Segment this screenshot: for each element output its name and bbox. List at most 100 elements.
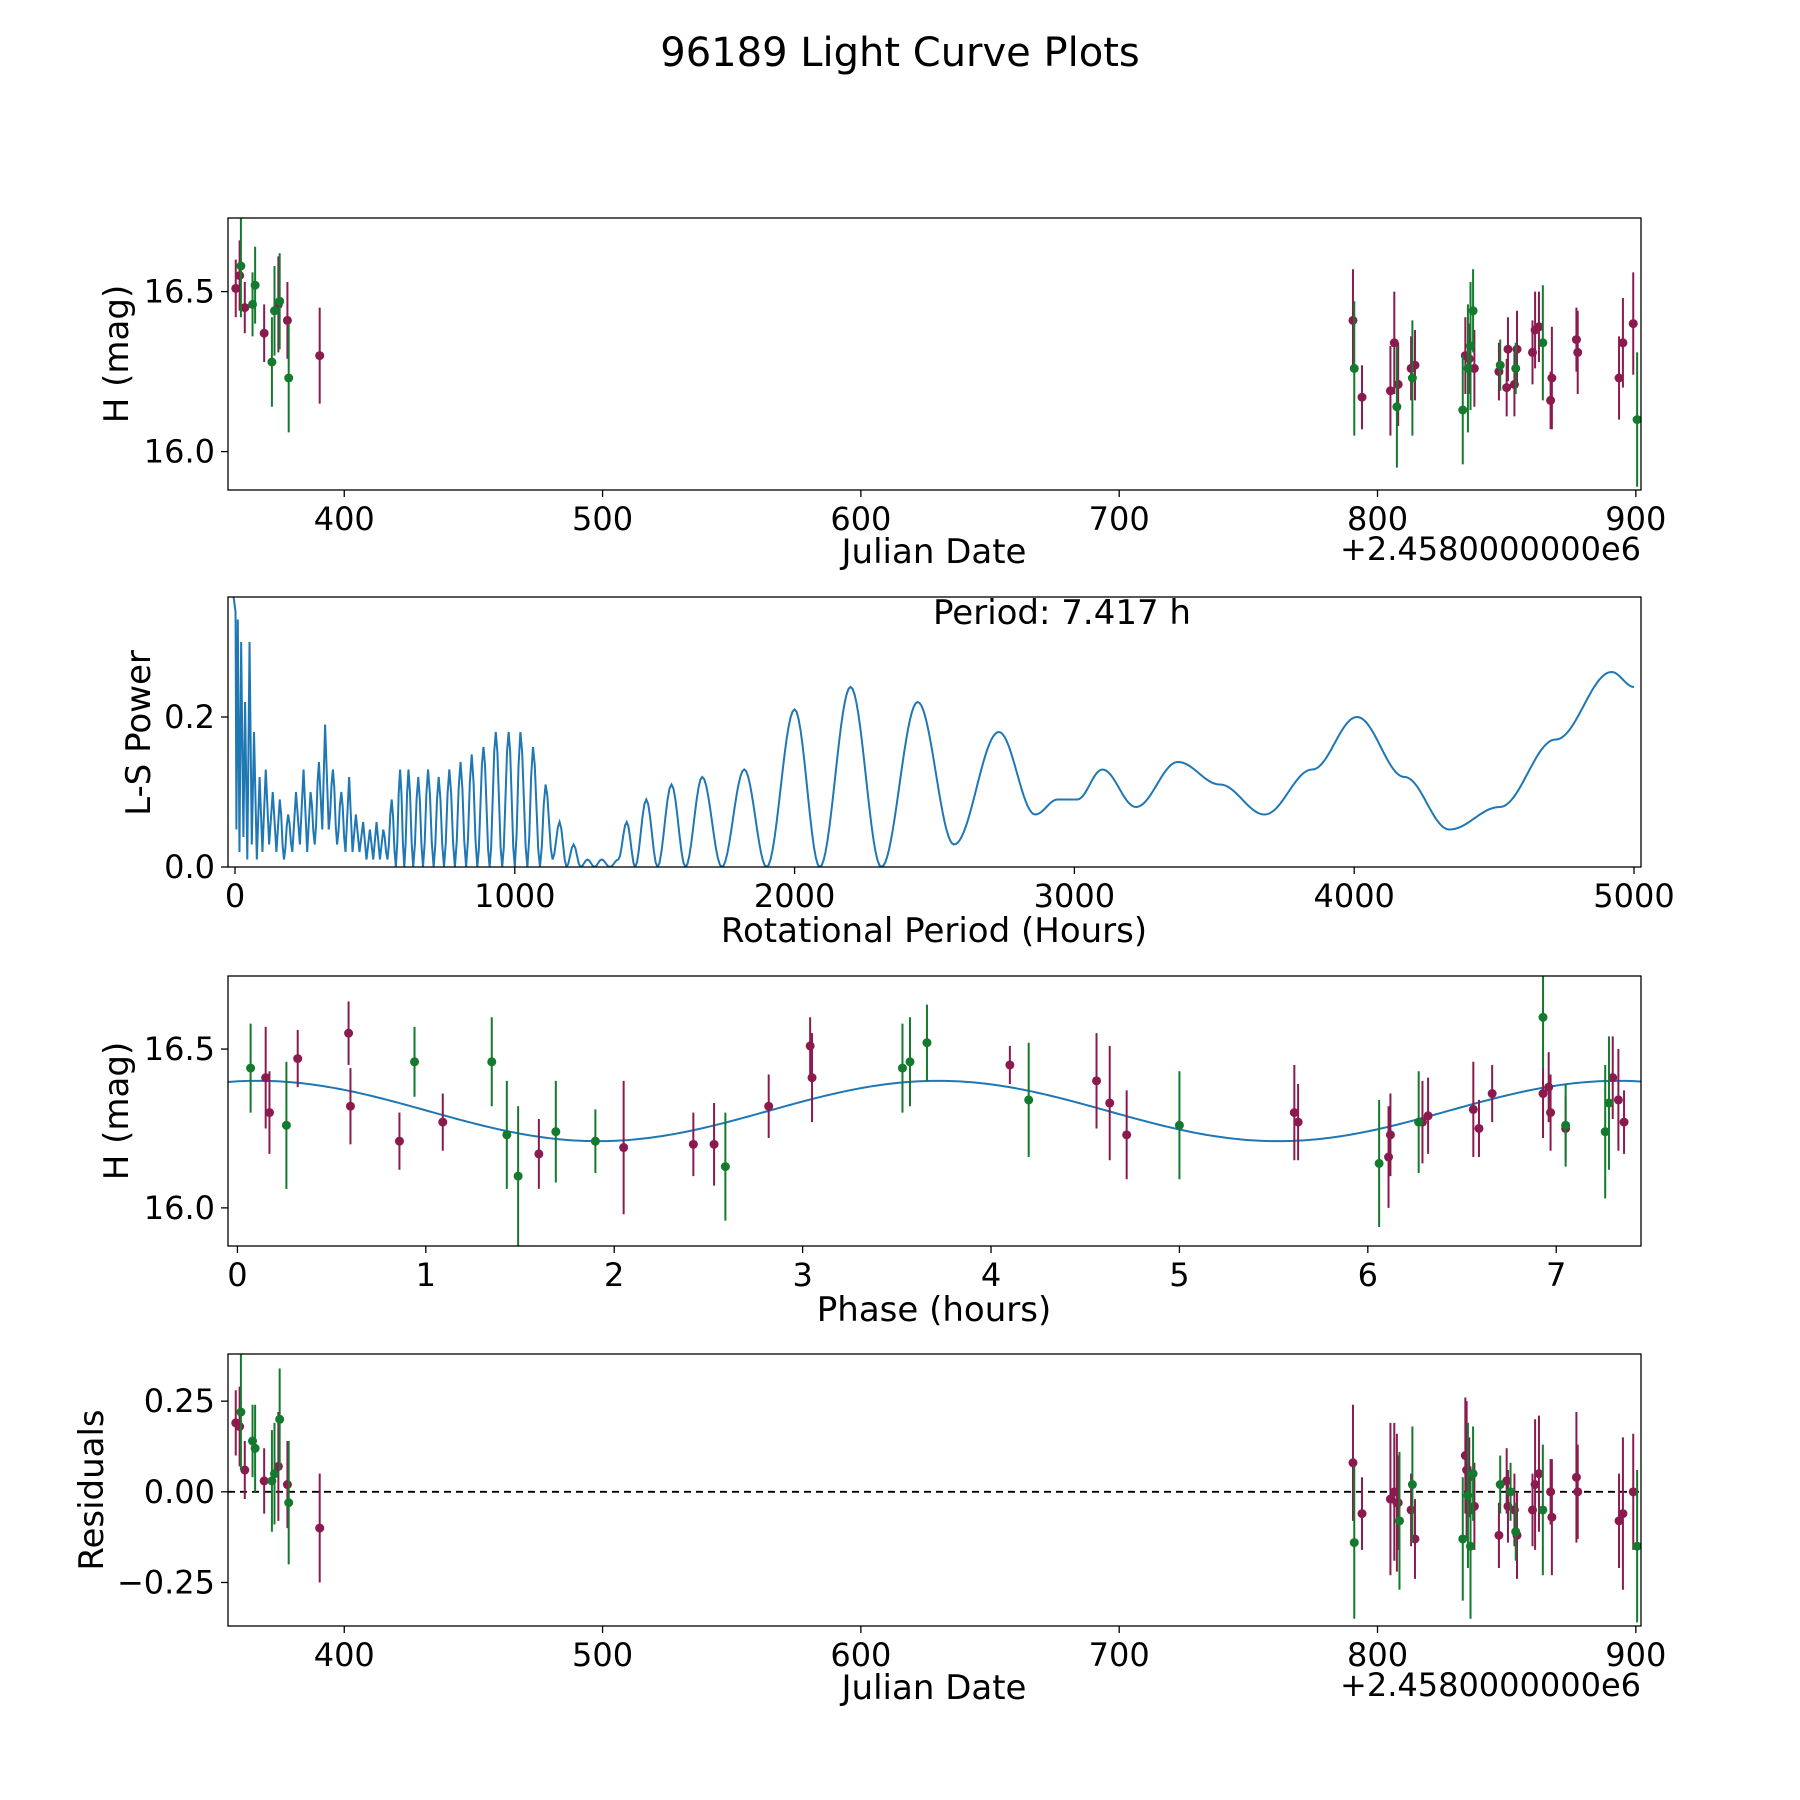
phased-point-filter-2 bbox=[487, 1057, 497, 1067]
lightcurve-x-tick-label: 600 bbox=[830, 500, 891, 538]
phased-point-filter-1 bbox=[1613, 1095, 1623, 1105]
lightcurve-point-filter-2 bbox=[250, 280, 260, 290]
phased-point-filter-1 bbox=[1544, 1082, 1554, 1092]
periodogram-x-tick-label: 5000 bbox=[1593, 877, 1674, 915]
phased-point-filter-1 bbox=[807, 1073, 817, 1083]
periodogram-ticks: 0 1000 2000 3000 4000 5000 0.0 0.2 bbox=[164, 698, 1675, 915]
residuals-point-filter-1 bbox=[1530, 1480, 1540, 1490]
phased-point-filter-2 bbox=[410, 1057, 420, 1067]
period-annotation: Period: 7.417 h bbox=[933, 593, 1191, 633]
lightcurve-point-filter-1 bbox=[1546, 395, 1556, 405]
lightcurve-point-filter-2 bbox=[1458, 405, 1468, 415]
residuals-point-filter-1 bbox=[1618, 1509, 1628, 1519]
residuals-ticks: 400 500 600 700 800 900 −0.25 0.00 0.25 bbox=[117, 1382, 1666, 1674]
phased-point-filter-1 bbox=[805, 1041, 815, 1051]
lightcurve-x-tick-label: 500 bbox=[572, 500, 633, 538]
residuals-point-filter-1 bbox=[1393, 1498, 1403, 1508]
phased-x-tick-label: 5 bbox=[1169, 1256, 1189, 1294]
residuals-point-filter-2 bbox=[1506, 1487, 1516, 1497]
panel-periodogram: 0 1000 2000 3000 4000 5000 0.0 0.2 Period: 7.41… bbox=[119, 593, 1675, 951]
phased-x-tick-label: 3 bbox=[792, 1256, 812, 1294]
residuals-point-filter-1 bbox=[1546, 1487, 1556, 1497]
periodogram-y-tick-label: 0.0 bbox=[164, 848, 215, 886]
lightcurve-y-label: H (mag) bbox=[97, 285, 137, 423]
lightcurve-point-filter-2 bbox=[1392, 402, 1402, 412]
residuals-x-tick-label: 800 bbox=[1347, 1636, 1408, 1674]
phased-point-filter-1 bbox=[1608, 1073, 1618, 1083]
phased-point-filter-2 bbox=[1604, 1098, 1614, 1108]
periodogram-y-label: L-S Power bbox=[119, 650, 159, 816]
periodogram-x-tick-label: 2000 bbox=[754, 877, 835, 915]
residuals-x-offset-label: +2.4580000000e6 bbox=[1340, 1666, 1641, 1704]
panel-phased: 0 1 2 3 4 5 6 7 16.0 16.5 Phase (hours) H (mag) bbox=[97, 975, 1642, 1330]
residuals-point-filter-2 bbox=[1349, 1538, 1359, 1548]
lightcurve-point-filter-1 bbox=[1614, 373, 1624, 383]
lightcurve-x-tick-label: 900 bbox=[1605, 500, 1666, 538]
phased-point-filter-1 bbox=[1384, 1152, 1394, 1162]
lightcurve-point-filter-2 bbox=[284, 373, 294, 383]
phased-point-filter-2 bbox=[897, 1063, 907, 1073]
phased-point-filter-1 bbox=[1546, 1108, 1556, 1118]
phased-point-filter-1 bbox=[1005, 1060, 1015, 1070]
residuals-point-filter-2 bbox=[1511, 1527, 1521, 1537]
residuals-point-filter-2 bbox=[269, 1469, 279, 1479]
residuals-point-filter-2 bbox=[1466, 1541, 1476, 1551]
phased-point-filter-1 bbox=[438, 1117, 448, 1127]
residuals-point-filter-1 bbox=[235, 1422, 245, 1432]
lightcurve-point-filter-1 bbox=[282, 315, 292, 325]
phased-point-filter-1 bbox=[1385, 1130, 1395, 1140]
phased-point-filter-2 bbox=[1600, 1127, 1610, 1137]
phased-point-filter-1 bbox=[1423, 1111, 1433, 1121]
phased-point-filter-2 bbox=[720, 1162, 730, 1172]
phased-point-filter-1 bbox=[1293, 1117, 1303, 1127]
lightcurve-point-filter-1 bbox=[1357, 392, 1367, 402]
residuals-point-filter-1 bbox=[1494, 1530, 1504, 1540]
phased-point-filter-1 bbox=[688, 1139, 698, 1149]
residuals-point-filter-1 bbox=[282, 1480, 292, 1490]
phased-point-filter-1 bbox=[1105, 1098, 1115, 1108]
lightcurve-point-filter-1 bbox=[235, 271, 245, 281]
residuals-point-filter-2 bbox=[275, 1414, 285, 1424]
lightcurve-x-offset-label: +2.4580000000e6 bbox=[1340, 530, 1641, 568]
lightcurve-y-tick-label: 16.5 bbox=[144, 273, 215, 311]
lightcurve-axes-frame bbox=[227, 217, 1642, 491]
phased-x-label: Phase (hours) bbox=[817, 1290, 1051, 1330]
lightcurve-point-filter-1 bbox=[1393, 379, 1403, 389]
residuals-plot-area bbox=[228, 1354, 1641, 1623]
phased-x-tick-label: 1 bbox=[416, 1256, 436, 1294]
residuals-point-filter-1 bbox=[1534, 1469, 1544, 1479]
lightcurve-point-filter-2 bbox=[1468, 306, 1478, 316]
residuals-point-filter-1 bbox=[315, 1523, 325, 1533]
lightcurve-point-filter-2 bbox=[1349, 363, 1359, 373]
phased-point-filter-1 bbox=[1619, 1117, 1629, 1127]
phased-point-filter-1 bbox=[1538, 1089, 1548, 1099]
lightcurve-point-filter-2 bbox=[267, 357, 277, 367]
phased-point-filter-2 bbox=[246, 1063, 256, 1073]
periodogram-x-tick-label: 0 bbox=[225, 877, 245, 915]
phased-point-filter-1 bbox=[293, 1054, 303, 1064]
phased-point-filter-1 bbox=[764, 1101, 774, 1111]
lightcurve-point-filter-2 bbox=[1632, 415, 1641, 425]
lightcurve-point-filter-1 bbox=[1502, 383, 1512, 393]
phased-point-filter-2 bbox=[1174, 1120, 1184, 1130]
phased-axes-frame bbox=[227, 975, 1642, 1247]
phased-point-filter-1 bbox=[264, 1108, 274, 1118]
phased-point-filter-2 bbox=[281, 1120, 291, 1130]
phased-point-filter-1 bbox=[345, 1101, 355, 1111]
lightcurve-point-filter-1 bbox=[315, 351, 325, 361]
phased-point-filter-1 bbox=[1122, 1130, 1132, 1140]
periodogram-x-tick-label: 1000 bbox=[474, 877, 555, 915]
phased-x-tick-label: 2 bbox=[604, 1256, 624, 1294]
phased-point-filter-1 bbox=[394, 1136, 404, 1146]
lightcurve-point-filter-1 bbox=[1348, 315, 1358, 325]
periodogram-x-label: Rotational Period (Hours) bbox=[721, 911, 1147, 951]
phased-x-tick-label: 6 bbox=[1358, 1256, 1378, 1294]
lightcurve-ticks: 400 500 600 700 800 900 16.0 16.5 bbox=[144, 273, 1667, 538]
residuals-y-tick-label: 0.00 bbox=[144, 1473, 215, 1511]
residuals-point-filter-2 bbox=[1468, 1469, 1478, 1479]
panel-residuals: 400 500 600 700 800 900 −0.25 0.00 0.25 Julian D… bbox=[72, 1353, 1666, 1708]
phased-point-filter-2 bbox=[1538, 1012, 1548, 1022]
phased-x-tick-label: 7 bbox=[1546, 1256, 1566, 1294]
phased-point-filter-1 bbox=[1289, 1108, 1299, 1118]
phased-point-filter-2 bbox=[1024, 1095, 1034, 1105]
